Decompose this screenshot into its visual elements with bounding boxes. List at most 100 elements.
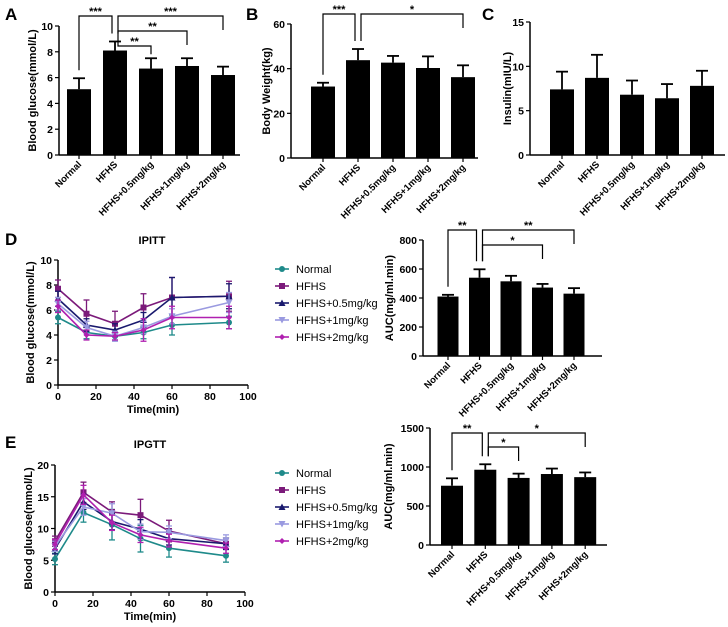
significance-label: ** — [130, 36, 139, 48]
marker-diamond — [279, 334, 285, 340]
significance-label: * — [510, 235, 515, 247]
series-HFHS+2mg/kg — [55, 299, 232, 342]
significance-bracket — [447, 229, 478, 287]
x-tick-label: HFHS — [464, 549, 490, 575]
y-tick-label: 8 — [47, 47, 53, 59]
x-tick-label: HFHS — [576, 159, 602, 185]
y-tick-label: 10 — [41, 21, 53, 33]
significance-bracket — [481, 229, 575, 262]
bar-HFHS+1mg/kg — [540, 474, 563, 545]
bar-Normal — [311, 86, 335, 158]
significance-label: ** — [148, 21, 157, 33]
marker-diamond — [52, 541, 58, 548]
x-tick-label: Normal — [422, 360, 453, 391]
significance-bracket — [117, 15, 224, 34]
x-tick-label: 20 — [87, 598, 99, 610]
legend-item: HFHS+1mg/kg — [275, 315, 368, 327]
marker-square — [83, 310, 90, 317]
marker-diamond — [140, 327, 147, 333]
y-tick-label: 40 — [273, 64, 285, 76]
y-tick-label: 10 — [40, 255, 52, 267]
marker-triangle-down — [225, 299, 233, 306]
marker-diamond — [166, 537, 172, 544]
y-tick-label: 5 — [518, 106, 524, 118]
y-tick-label: 500 — [406, 501, 424, 513]
y-tick-label: 0 — [518, 150, 524, 162]
significance-label: * — [410, 4, 415, 16]
legend-label: Normal — [296, 264, 331, 276]
bar-HFHS+0.5mg/kg — [507, 477, 530, 545]
x-tick-label: 40 — [128, 391, 140, 403]
significance-label: * — [535, 423, 540, 435]
legend-label: HFHS+2mg/kg — [296, 332, 368, 344]
bar-Normal — [441, 485, 463, 545]
y-tick-label: 0 — [46, 380, 52, 392]
marker-circle — [52, 555, 58, 562]
significance-bracket — [360, 13, 464, 42]
bar-Normal — [550, 89, 574, 155]
series-line — [57, 295, 230, 331]
bar-HFHS+1mg/kg — [416, 67, 440, 158]
x-tick-label: HFHS — [337, 162, 363, 188]
marker-triangle-down — [165, 529, 173, 536]
marker-diamond — [226, 314, 232, 321]
bar-HFHS+2mg/kg — [574, 477, 597, 545]
marker-triangle-up — [168, 294, 176, 301]
marker-diamond — [112, 333, 118, 340]
significance-label: ** — [458, 220, 467, 232]
legend-label: HFHS+0.5mg/kg — [296, 298, 378, 310]
bar-HFHS — [346, 60, 370, 158]
marker-circle — [223, 552, 229, 559]
chart-title: IPITT — [139, 235, 166, 247]
y-tick-label: 0 — [411, 351, 417, 363]
y-tick-label: 20 — [273, 108, 285, 120]
x-tick-label: HFHS+0.5mg/kg — [457, 360, 516, 419]
marker-triangle-down — [278, 317, 286, 324]
legend-label: HFHS+1mg/kg — [296, 519, 368, 531]
legend-item: HFHS+1mg/kg — [275, 519, 368, 531]
significance-label: * — [501, 437, 506, 449]
x-tick-label: 100 — [239, 391, 257, 403]
bar-HFHS+2mg/kg — [451, 77, 475, 158]
y-axis-label: Blood glucose(mmol/L) — [23, 467, 35, 590]
bar-Normal — [67, 89, 91, 155]
bar-HFHS+2mg/kg — [690, 85, 714, 155]
marker-square — [55, 285, 61, 292]
x-tick-label: 100 — [236, 598, 254, 610]
bar-HFHS — [474, 469, 497, 545]
x-tick-label: 80 — [201, 598, 213, 610]
y-tick-label: 1500 — [401, 423, 425, 435]
series-line — [57, 305, 229, 338]
chart-title: IPGTT — [134, 439, 167, 451]
marker-diamond — [83, 332, 90, 338]
panel-letter: C — [482, 5, 494, 24]
legend-item: Normal — [275, 264, 331, 276]
marker-square — [137, 512, 144, 519]
bar-HFHS+0.5mg/kg — [139, 68, 163, 155]
panel-letter: E — [5, 433, 16, 452]
y-tick-label: 0 — [43, 587, 49, 599]
marker-square — [279, 283, 285, 289]
x-tick-label: 60 — [163, 598, 175, 610]
legend-item: HFHS+2mg/kg — [275, 536, 368, 548]
y-tick-label: 10 — [512, 61, 524, 73]
x-tick-label: 40 — [125, 598, 137, 610]
legend-item: HFHS — [275, 281, 326, 293]
y-tick-label: 8 — [46, 280, 52, 292]
marker-square — [279, 487, 285, 493]
x-axis-label: Time(min) — [127, 404, 180, 416]
x-axis-label: Time(min) — [124, 611, 177, 623]
legend-label: Normal — [296, 468, 331, 480]
marker-diamond — [137, 531, 144, 538]
bar-HFHS+1mg/kg — [655, 98, 679, 155]
x-tick-label: HFHS — [94, 159, 120, 185]
marker-diamond — [169, 314, 175, 321]
significance-label: *** — [333, 4, 347, 16]
bar-Normal — [437, 296, 459, 356]
bar-HFHS — [585, 77, 609, 155]
